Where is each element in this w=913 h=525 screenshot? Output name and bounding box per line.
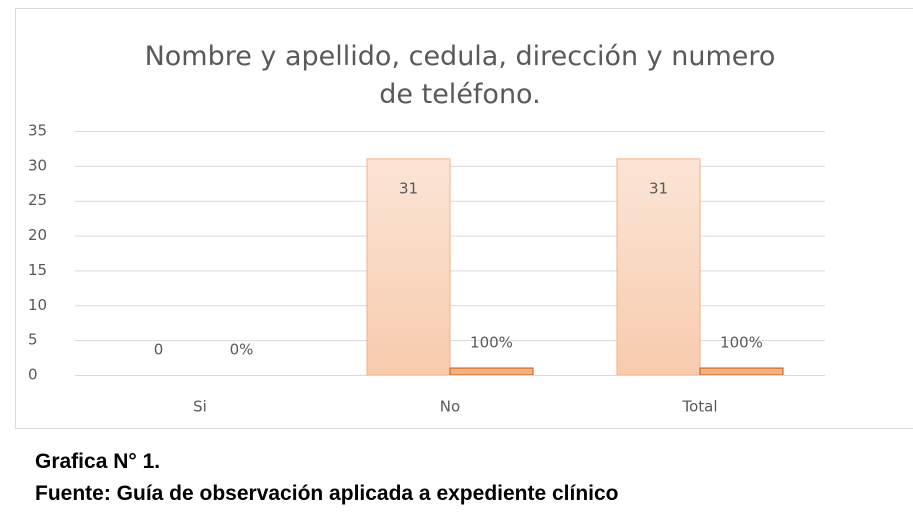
y-tick-label: 20 bbox=[28, 226, 47, 244]
data-label: 100% bbox=[720, 334, 763, 352]
source-caption: Fuente: Guía de observación aplicada a e… bbox=[35, 482, 619, 505]
bar bbox=[449, 367, 534, 376]
chart-title: Nombre y apellido, cedula, dirección y n… bbox=[144, 41, 776, 110]
data-label: 31 bbox=[649, 179, 668, 197]
data-label: 0% bbox=[230, 341, 254, 359]
y-tick-label: 5 bbox=[28, 331, 38, 349]
y-tick-label: 10 bbox=[28, 296, 47, 314]
x-tick-label: No bbox=[440, 398, 460, 416]
x-tick-label: Total bbox=[681, 398, 717, 416]
data-label: 100% bbox=[470, 334, 513, 352]
data-label: 31 bbox=[399, 179, 418, 197]
y-tick-label: 35 bbox=[28, 122, 47, 140]
x-tick-label: Si bbox=[193, 398, 207, 416]
figure-caption: Grafica N° 1. bbox=[35, 450, 161, 473]
chart: 0 5 10 15 20 25 30 35 Si 0 0% No 31 100% Total 31 100% bbox=[15, 8, 913, 429]
y-tick-label: 30 bbox=[28, 156, 47, 174]
bar bbox=[616, 158, 701, 376]
y-tick-label: 15 bbox=[28, 261, 47, 279]
y-tick-label: 25 bbox=[28, 191, 47, 209]
bar bbox=[366, 158, 451, 376]
chart-border bbox=[15, 8, 913, 429]
bar bbox=[699, 367, 784, 376]
data-label: 0 bbox=[154, 341, 164, 359]
y-tick-label: 0 bbox=[28, 366, 38, 384]
